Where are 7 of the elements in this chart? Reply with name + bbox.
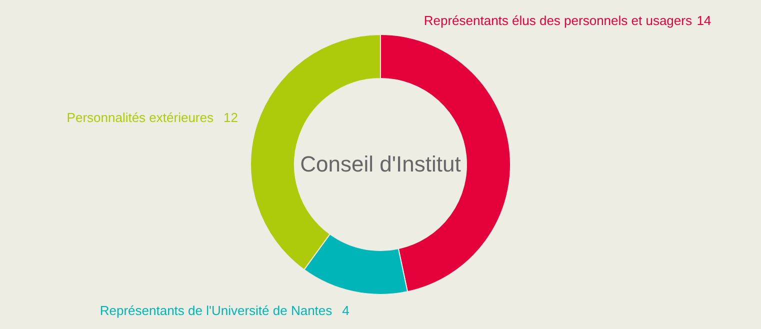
slice-label: Personnalités extérieures bbox=[66, 110, 214, 126]
text: Conseil d'Institut bbox=[300, 152, 461, 176]
data-label: 4 bbox=[342, 303, 350, 318]
data-label: 14 bbox=[696, 12, 712, 28]
data-label: 12 bbox=[224, 110, 238, 126]
slice-label: Représentants de l'Université de Nantes bbox=[100, 303, 333, 318]
slice-label: Représentants élus des personnels et usagers bbox=[424, 12, 692, 28]
